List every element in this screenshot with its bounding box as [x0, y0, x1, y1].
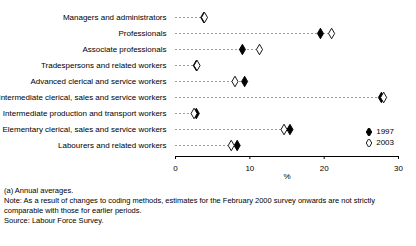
svg-text:Advanced clerical and service: Advanced clerical and service workers — [30, 77, 166, 86]
svg-text:%: % — [283, 172, 290, 181]
svg-text:Intermediate production and tr: Intermediate production and transport wo… — [3, 109, 167, 118]
svg-text:Labourers and related workers: Labourers and related workers — [58, 141, 167, 150]
html-text:(a) Annual averages.: (a) Annual averages. — [4, 186, 74, 195]
html-text:2003: 2003 — [376, 138, 394, 147]
svg-text:Tradespersons and related work: Tradespersons and related workers — [41, 61, 167, 70]
svg-text:20: 20 — [320, 164, 329, 173]
html-text:Source: Labour Force Survey.: Source: Labour Force Survey. — [4, 216, 104, 225]
svg-text:30: 30 — [394, 164, 403, 173]
svg-text:Associate professionals: Associate professionals — [82, 45, 166, 54]
svg-text:10: 10 — [245, 164, 254, 173]
svg-text:0: 0 — [173, 164, 178, 173]
svg-text:Managers and administrators: Managers and administrators — [63, 13, 167, 22]
svg-text:Professionals: Professionals — [118, 29, 166, 38]
svg-text:Elementary clerical, sales and: Elementary clerical, sales and service w… — [2, 125, 166, 134]
svg-text:Intermediate clerical, sales a: Intermediate clerical, sales and service… — [0, 93, 167, 102]
html-text:1997: 1997 — [376, 127, 394, 136]
html-text:Note: As a result of changes t: Note: As a result of changes to coding m… — [4, 196, 375, 215]
